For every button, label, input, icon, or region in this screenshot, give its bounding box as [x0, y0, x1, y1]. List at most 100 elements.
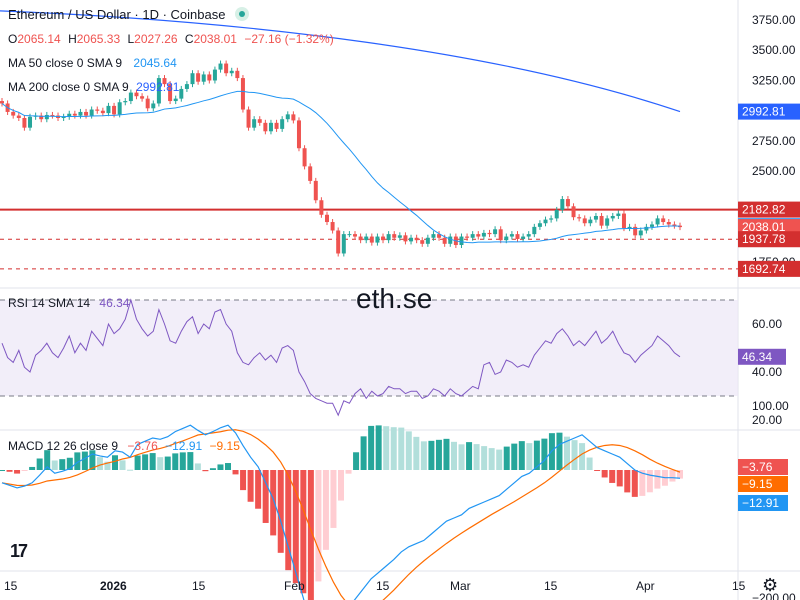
candle — [67, 113, 72, 117]
macd-histogram-bar — [51, 460, 58, 470]
rsi-tick-label: 60.00 — [752, 317, 782, 331]
macd-histogram-bar — [375, 425, 382, 470]
candle — [224, 63, 229, 74]
macd-histogram-bar — [127, 469, 134, 471]
macd-histogram-bar — [601, 470, 608, 478]
macd-histogram-bar — [639, 470, 646, 496]
candle — [44, 114, 49, 120]
rsi-line — [1, 298, 681, 417]
macd-histogram-bar — [322, 470, 329, 550]
candle — [476, 234, 481, 237]
candle — [257, 119, 262, 123]
rsi-legend[interactable]: RSI 14 SMA 14 46.34 — [8, 296, 133, 310]
candle — [296, 120, 301, 149]
macd-signal-line — [1, 429, 681, 600]
candle — [666, 222, 671, 225]
macd-histogram-bar — [44, 450, 51, 470]
candle — [403, 235, 408, 242]
candle — [112, 105, 117, 115]
macd-histogram-bar — [36, 458, 43, 470]
macd-histogram-bar — [232, 470, 239, 475]
macd-histogram-bar — [360, 436, 367, 470]
macd-histogram-bar — [669, 470, 676, 482]
macd-histogram-bar — [270, 470, 277, 536]
candle — [448, 236, 453, 244]
candle — [621, 213, 626, 229]
candle — [72, 113, 77, 116]
candle — [246, 109, 251, 128]
macd-histogram-bar — [6, 470, 13, 472]
candle — [577, 217, 582, 219]
symbol-legend[interactable]: Ethereum / US Dollar · 1D · Coinbase — [8, 7, 253, 22]
macd-line-value: −12.91 — [165, 439, 203, 453]
price-label-badge — [738, 201, 800, 218]
candle — [336, 230, 341, 254]
change-value: −27.16 (−1.32%) — [244, 32, 334, 46]
candle — [39, 115, 44, 120]
macd-histogram-bar — [0, 470, 5, 471]
candle — [22, 117, 27, 128]
candle — [369, 236, 374, 243]
candle — [313, 180, 318, 201]
macd-value-badge — [738, 476, 788, 492]
candle — [184, 84, 189, 89]
macd-histogram-bar — [74, 452, 81, 470]
price-tick-label: 3500.00 — [752, 43, 796, 57]
macd-histogram-bar — [586, 457, 593, 470]
time-tick-label: Feb — [284, 579, 305, 593]
candle — [644, 226, 649, 231]
candle — [521, 236, 526, 239]
candle — [610, 215, 615, 219]
candle — [616, 213, 621, 216]
time-tick-label: 15 — [4, 579, 18, 593]
candle — [493, 229, 498, 235]
candle — [100, 110, 105, 114]
candle — [571, 206, 576, 218]
candle — [128, 92, 133, 102]
macd-label: MACD 12 26 close 9 — [8, 439, 119, 453]
candle — [330, 222, 335, 231]
candle — [95, 109, 100, 111]
macd-histogram-bar — [172, 453, 179, 470]
candle — [526, 234, 531, 237]
candle — [414, 237, 419, 241]
candle — [162, 78, 167, 85]
macd-histogram-bar — [451, 441, 457, 470]
candle — [285, 114, 290, 120]
ma50-legend[interactable]: MA 50 close 0 SMA 9 2045.64 — [8, 56, 181, 70]
macd-histogram-bar — [104, 461, 111, 470]
candle — [78, 111, 83, 116]
candle — [11, 111, 16, 116]
macd-histogram-bar — [405, 431, 412, 470]
ma50-line — [1, 90, 681, 244]
tradingview-logo[interactable]: 17 — [10, 541, 28, 561]
macd-histogram-bar — [646, 470, 653, 493]
macd-histogram-bar — [526, 443, 533, 470]
macd-tick-label: 100.00 — [752, 399, 789, 413]
macd-histogram-bar — [225, 463, 231, 470]
candle — [235, 70, 240, 79]
candle — [168, 84, 173, 102]
candle — [16, 115, 21, 118]
macd-histogram-bar — [292, 470, 299, 584]
price-label-text: 2992.81 — [742, 105, 786, 119]
candle — [470, 234, 475, 238]
market-open-icon — [235, 7, 250, 21]
settings-gear-icon[interactable]: ⚙ — [762, 575, 779, 595]
ma200-legend[interactable]: MA 200 close 0 SMA 9 2992.81 — [8, 80, 183, 94]
candle — [633, 226, 638, 236]
price-label-badge — [738, 219, 800, 236]
price-tick-label: 3750.00 — [752, 13, 796, 27]
macd-histogram-bar — [89, 450, 96, 470]
candle — [302, 148, 307, 167]
candle — [672, 224, 677, 226]
macd-legend[interactable]: MACD 12 26 close 9 −3.76 −12.91 −9.15 — [8, 439, 244, 453]
macd-histogram-bar — [677, 470, 683, 479]
macd-histogram-bar — [511, 443, 518, 470]
macd-histogram-bar — [134, 455, 141, 470]
candle — [61, 116, 66, 118]
candle — [487, 232, 492, 235]
macd-histogram-bar — [420, 441, 427, 470]
macd-histogram-bar — [149, 453, 156, 470]
